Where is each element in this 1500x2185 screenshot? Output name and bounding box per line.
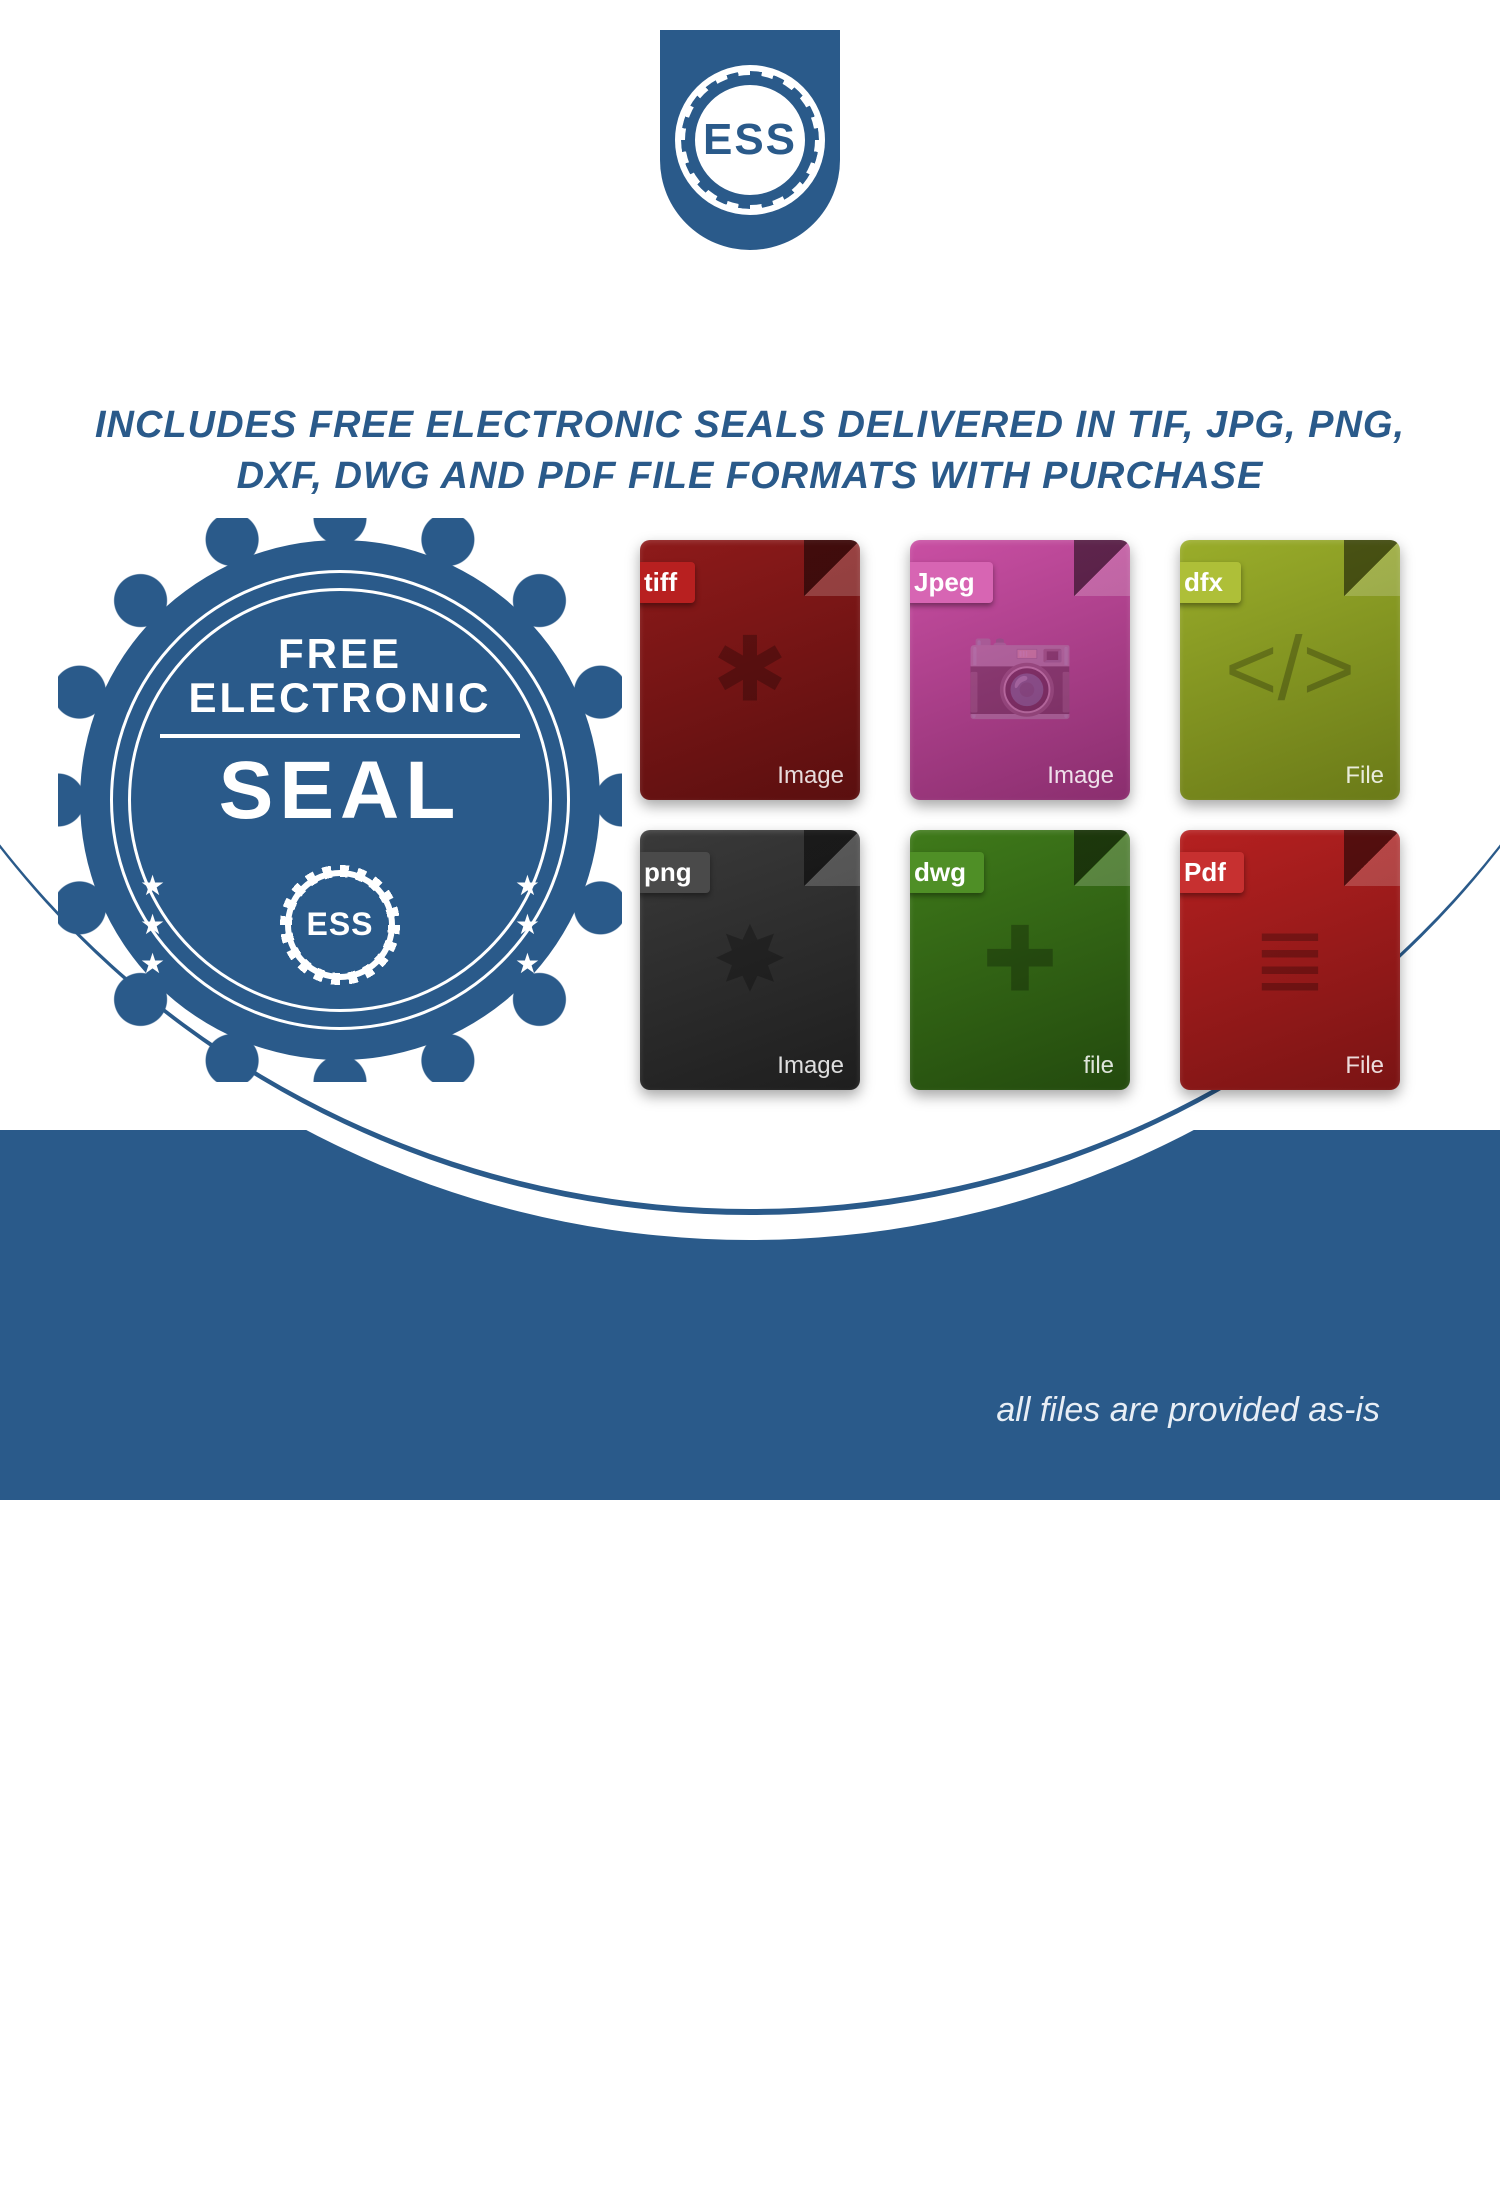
logo-text: ESS <box>703 115 797 165</box>
file-type-label: Image <box>777 1052 844 1080</box>
star-icon: ★ <box>140 947 165 980</box>
file-format-label: dwg <box>910 852 984 893</box>
seal-line-seal: SEAL <box>140 744 540 838</box>
content-row: FREE ELECTRONIC SEAL ★ ★ ★ ESS ★ ★ ★ tif… <box>80 540 1420 1090</box>
star-icon: ★ <box>140 869 165 902</box>
gear-icon: ✱ <box>712 618 787 723</box>
file-type-label: File <box>1345 762 1384 790</box>
file-icon-dwg: dwg ✚ file <box>910 830 1130 1090</box>
logo-shield-inner: ESS <box>660 30 840 250</box>
seal-badge: FREE ELECTRONIC SEAL ★ ★ ★ ESS ★ ★ ★ <box>80 540 600 1060</box>
star-icon: ★ <box>515 947 540 980</box>
seal-line-free: FREE <box>140 630 540 678</box>
disclaimer-text: all files are provided as-is <box>996 1391 1380 1430</box>
file-corner-fold-icon <box>1074 540 1130 596</box>
file-icon-jpeg: Jpeg 📷 Image <box>910 540 1130 800</box>
file-format-label: png <box>640 852 710 893</box>
code-icon: </> <box>1225 619 1355 722</box>
file-icon-tiff: tiff ✱ Image <box>640 540 860 800</box>
file-corner-fold-icon <box>804 540 860 596</box>
burst-icon: ✸ <box>712 908 787 1013</box>
file-format-label: Jpeg <box>910 562 993 603</box>
file-type-label: File <box>1345 1052 1384 1080</box>
file-corner-fold-icon <box>1344 830 1400 886</box>
seal-mini-logo-text: ESS <box>306 906 373 943</box>
seal-line-electronic: ELECTRONIC <box>140 674 540 722</box>
camera-icon: 📷 <box>964 618 1076 723</box>
file-icon-dfx: dfx </> File <box>1180 540 1400 800</box>
file-format-grid: tiff ✱ Image Jpeg 📷 Image dfx </> File png✸ Image d… <box>640 540 1420 1090</box>
document-lines-icon: ≣ <box>1252 908 1327 1013</box>
file-type-label: Image <box>1047 762 1114 790</box>
star-icon: ★ <box>515 869 540 902</box>
file-format-label: tiff <box>640 562 695 603</box>
file-corner-fold-icon <box>1344 540 1400 596</box>
file-format-label: Pdf <box>1180 852 1244 893</box>
seal-text-block: FREE ELECTRONIC SEAL <box>140 630 540 838</box>
logo-shield: ESS <box>630 10 870 270</box>
seal-mini-gear-icon: ESS <box>285 870 395 980</box>
file-corner-fold-icon <box>1074 830 1130 886</box>
file-type-label: file <box>1083 1052 1114 1080</box>
file-icon-png: png✸ Image <box>640 830 860 1090</box>
seal-stars-right: ★ ★ ★ <box>515 869 540 980</box>
star-icon: ★ <box>140 908 165 941</box>
seal-stars-row: ★ ★ ★ ESS ★ ★ ★ <box>140 869 540 980</box>
seal-divider <box>160 734 520 738</box>
file-corner-fold-icon <box>804 830 860 886</box>
file-icon-pdf: Pdf≣ File <box>1180 830 1400 1090</box>
seal-stars-left: ★ ★ ★ <box>140 869 165 980</box>
file-format-label: dfx <box>1180 562 1241 603</box>
star-icon: ★ <box>515 908 540 941</box>
gear-icon: ESS <box>685 75 815 205</box>
headline-text: INCLUDES FREE ELECTRONIC SEALS DELIVERED… <box>80 400 1420 503</box>
file-type-label: Image <box>777 762 844 790</box>
logo-circle: ESS <box>675 65 825 215</box>
crosshair-icon: ✚ <box>982 908 1057 1013</box>
